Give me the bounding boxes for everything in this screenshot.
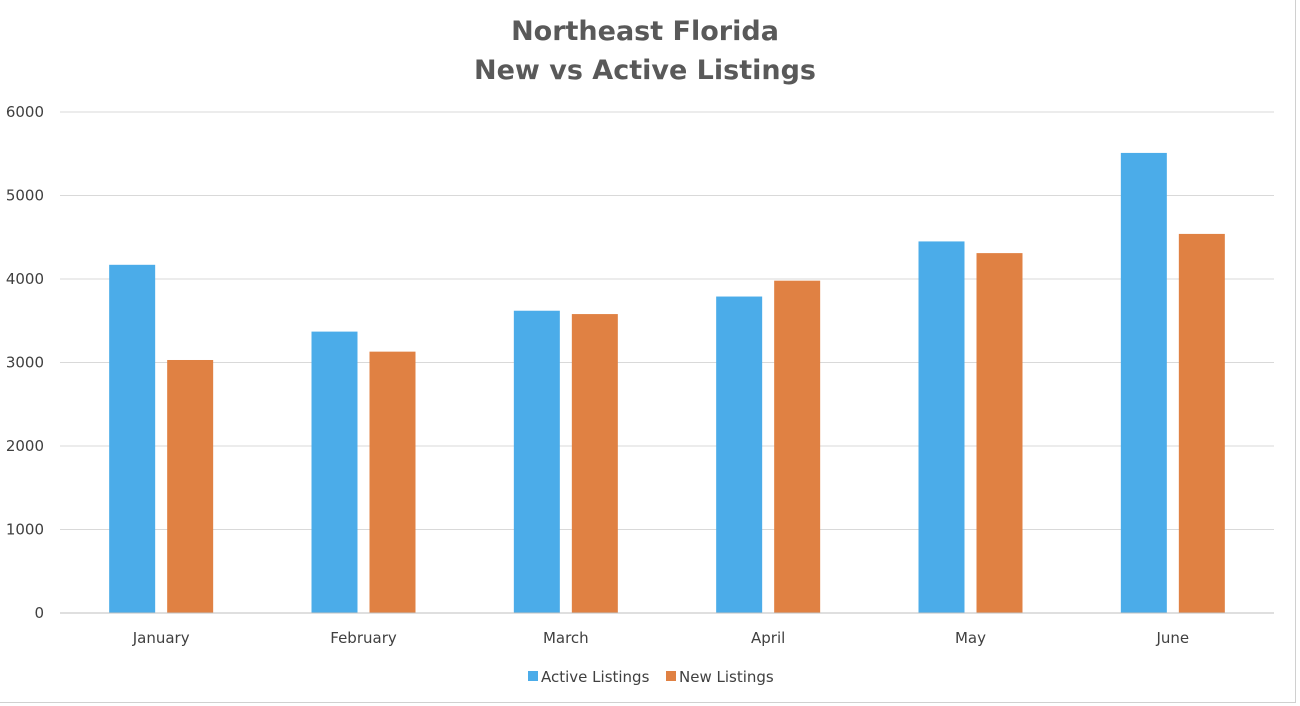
y-tick-label: 6000 xyxy=(6,103,44,121)
legend: Active Listings New Listings xyxy=(528,668,774,686)
bar-new-april xyxy=(774,280,821,613)
bar-new-january xyxy=(167,359,214,613)
y-tick-label: 3000 xyxy=(6,354,44,372)
legend-swatch xyxy=(528,671,538,681)
legend-label: New Listings xyxy=(679,668,774,686)
bar-active-may xyxy=(918,241,965,614)
x-tick-label: February xyxy=(330,629,397,647)
y-tick-label: 4000 xyxy=(6,270,44,288)
bars xyxy=(109,152,1225,614)
x-tick-label: April xyxy=(751,629,785,647)
bar-active-june xyxy=(1120,152,1167,614)
chart-title-line-1: Northeast Florida xyxy=(511,16,779,47)
bar-new-march xyxy=(571,314,618,613)
y-tick-label: 5000 xyxy=(6,187,44,205)
y-axis-tick-labels: 0 1000 2000 3000 4000 5000 6000 xyxy=(6,103,44,622)
y-gridlines xyxy=(60,111,1274,530)
y-tick-label: 1000 xyxy=(6,521,44,539)
x-axis-tick-labels: January February March April May June xyxy=(132,629,1189,647)
bar-new-february xyxy=(369,351,416,613)
bar-new-may xyxy=(976,253,1023,614)
x-tick-label: June xyxy=(1155,629,1189,647)
y-tick-label: 0 xyxy=(34,604,44,622)
bar-active-february xyxy=(311,331,358,613)
bar-active-april xyxy=(716,296,763,613)
bar-active-march xyxy=(513,310,560,613)
x-tick-label: March xyxy=(543,629,589,647)
chart-title-line-2: New vs Active Listings xyxy=(474,55,816,86)
legend-label: Active Listings xyxy=(541,668,650,686)
bar-new-june xyxy=(1178,233,1225,613)
x-tick-label: May xyxy=(955,629,986,647)
legend-swatch xyxy=(666,671,676,681)
y-tick-label: 2000 xyxy=(6,437,44,455)
x-tick-label: January xyxy=(132,629,190,647)
bar-active-january xyxy=(109,264,156,613)
